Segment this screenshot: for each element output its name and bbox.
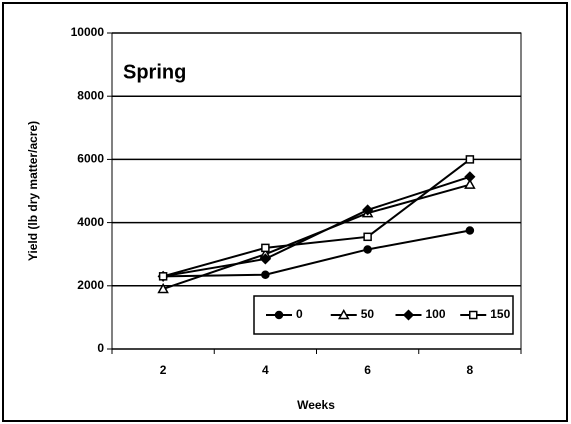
y-tick-label: 0 — [97, 341, 104, 355]
y-tick-label: 10000 — [71, 25, 105, 39]
y-tick-label: 6000 — [77, 152, 104, 166]
point — [363, 232, 372, 242]
x-tick-label: 2 — [160, 363, 167, 377]
x-axis-label: Weeks — [297, 398, 335, 412]
point — [157, 282, 169, 294]
point — [259, 253, 271, 265]
legend-label: 50 — [361, 307, 375, 321]
series-line — [162, 175, 471, 278]
series-line — [162, 158, 471, 278]
point — [465, 226, 475, 235]
point — [464, 171, 476, 183]
point — [261, 243, 270, 253]
y-tick-label: 4000 — [77, 215, 104, 229]
series-line — [163, 229, 471, 278]
point — [363, 245, 372, 254]
legend-label: 150 — [490, 307, 510, 321]
x-tick-label: 4 — [262, 363, 269, 377]
legend-marker — [274, 310, 284, 320]
legend-label: 0 — [296, 307, 303, 321]
annotation: Spring — [123, 61, 186, 83]
legend-marker — [337, 308, 350, 320]
x-tick-label: 8 — [467, 363, 474, 377]
legend-label: 100 — [426, 307, 446, 321]
point — [362, 204, 374, 216]
point — [261, 270, 270, 279]
point — [464, 178, 476, 189]
y-axis-label: Yield (lb dry matter/acre) — [26, 121, 40, 261]
point — [465, 155, 475, 164]
x-tick-label: 6 — [364, 363, 371, 377]
point — [158, 272, 168, 281]
legend-marker — [469, 310, 478, 320]
y-tick-label: 2000 — [77, 278, 104, 292]
y-tick-label: 8000 — [77, 88, 104, 102]
legend-marker — [402, 309, 415, 321]
